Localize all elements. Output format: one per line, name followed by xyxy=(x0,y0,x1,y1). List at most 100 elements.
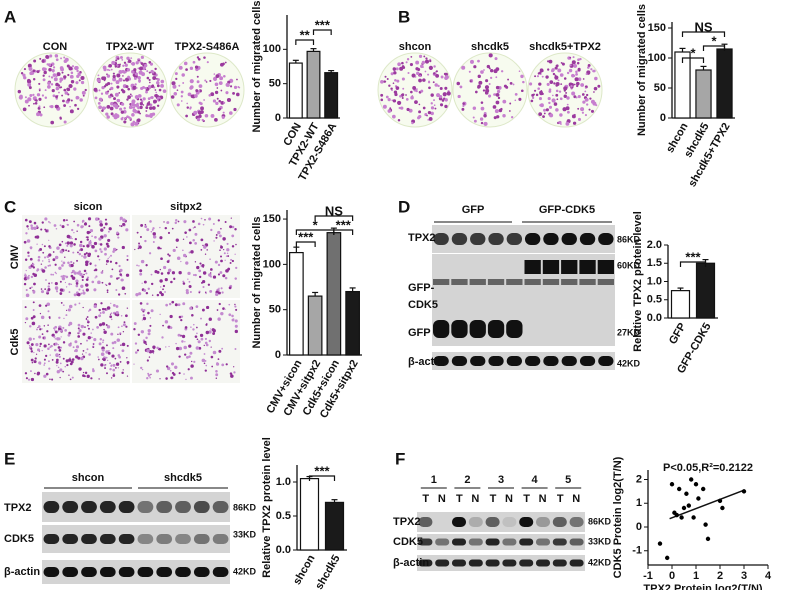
cell xyxy=(54,342,58,346)
cell xyxy=(418,110,422,114)
cell xyxy=(87,245,89,247)
cell xyxy=(70,283,73,286)
cell xyxy=(91,235,93,238)
band xyxy=(418,559,433,567)
cell xyxy=(556,98,559,101)
cell xyxy=(75,355,79,359)
cell xyxy=(63,75,67,79)
band xyxy=(156,534,173,544)
band xyxy=(175,534,191,544)
cell xyxy=(71,65,75,68)
cell xyxy=(60,275,63,278)
cell xyxy=(180,100,183,102)
cell xyxy=(488,94,492,98)
cell xyxy=(163,265,167,270)
cell xyxy=(83,255,87,259)
band xyxy=(99,501,116,513)
band xyxy=(418,517,433,527)
cell xyxy=(60,336,62,338)
cell xyxy=(87,336,91,340)
band xyxy=(543,356,559,366)
cell xyxy=(428,117,433,121)
cell xyxy=(230,374,234,378)
cell xyxy=(395,86,400,90)
cell xyxy=(402,87,405,90)
cell xyxy=(478,80,483,85)
cell xyxy=(520,74,524,79)
cell xyxy=(443,72,447,76)
blot-label: shcon xyxy=(72,472,105,484)
cell xyxy=(115,261,118,265)
image-label: CMV xyxy=(9,244,21,269)
cell xyxy=(58,266,62,270)
cell xyxy=(209,289,213,293)
cell xyxy=(151,294,154,296)
cell xyxy=(146,76,150,80)
cell xyxy=(505,85,509,89)
cell xyxy=(198,114,202,118)
y-axis-label: Number of migrated cells xyxy=(251,216,263,348)
cell xyxy=(483,121,488,126)
point xyxy=(689,477,694,482)
cell xyxy=(216,309,219,311)
cell xyxy=(210,346,212,348)
cell xyxy=(200,337,204,341)
cell xyxy=(23,76,27,80)
cell xyxy=(137,247,140,250)
cell xyxy=(40,328,43,330)
cell xyxy=(150,95,154,100)
cell xyxy=(102,310,105,314)
cell xyxy=(171,227,174,230)
cell xyxy=(66,244,69,247)
cell xyxy=(34,101,38,105)
cell xyxy=(125,85,129,89)
cell xyxy=(520,89,524,93)
band xyxy=(506,279,523,285)
cell xyxy=(145,336,148,340)
cell xyxy=(405,98,409,101)
cell xyxy=(150,230,153,233)
cell xyxy=(32,301,35,304)
cell xyxy=(123,107,126,110)
cell xyxy=(134,94,139,100)
cell xyxy=(83,273,85,276)
cell xyxy=(29,257,33,261)
cell xyxy=(80,80,85,85)
cell xyxy=(58,353,61,356)
cell xyxy=(57,346,61,349)
cell xyxy=(106,259,109,263)
cell xyxy=(204,341,208,345)
cell xyxy=(35,343,39,347)
cell xyxy=(233,85,238,89)
cell xyxy=(495,93,500,97)
cell xyxy=(119,273,122,276)
cell xyxy=(409,62,414,67)
cell xyxy=(401,97,404,99)
cell xyxy=(89,262,92,265)
cell xyxy=(109,260,113,263)
cell xyxy=(226,97,232,103)
cell xyxy=(235,266,238,269)
x-tick-label: 0 xyxy=(669,570,675,582)
cell xyxy=(171,271,176,275)
cell xyxy=(174,72,178,76)
band xyxy=(118,567,135,577)
cell xyxy=(56,365,58,367)
cell xyxy=(222,274,226,278)
cell xyxy=(124,292,127,295)
cell xyxy=(394,78,397,82)
cell xyxy=(149,376,151,379)
cell xyxy=(98,314,102,318)
cell xyxy=(54,263,57,266)
cell xyxy=(66,87,70,91)
cell xyxy=(202,271,207,275)
cell xyxy=(99,312,102,315)
cell xyxy=(42,78,46,82)
cell xyxy=(79,243,83,248)
band xyxy=(485,559,500,567)
cell xyxy=(538,82,542,86)
cell xyxy=(220,227,222,230)
cell xyxy=(153,101,156,104)
cell xyxy=(82,289,85,292)
cell xyxy=(144,87,147,90)
